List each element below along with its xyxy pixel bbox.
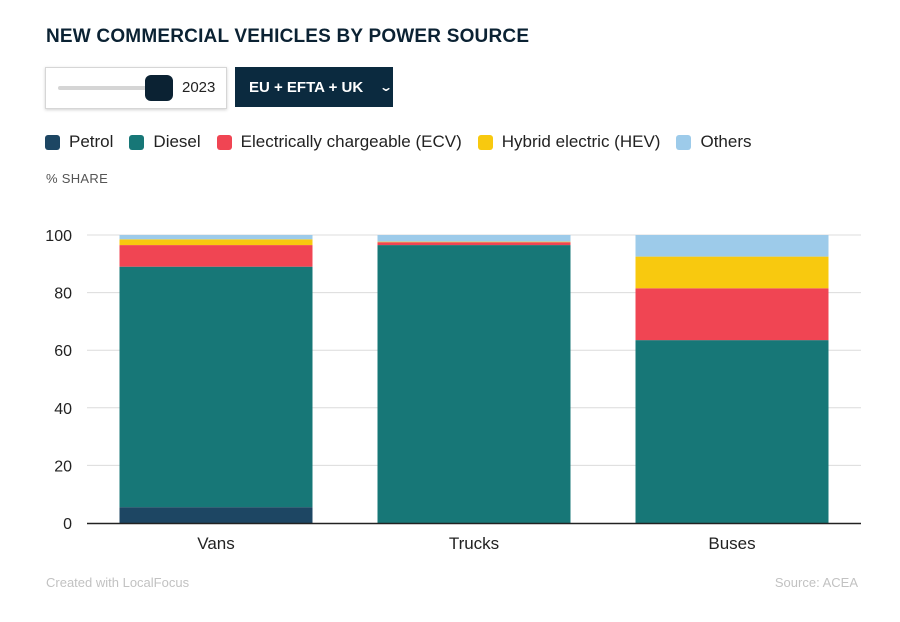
source-text: Source: ACEA bbox=[774, 575, 858, 590]
legend-label: Electrically chargeable (ECV) bbox=[240, 132, 462, 151]
bar-segment[interactable] bbox=[119, 239, 313, 246]
legend-item[interactable]: Petrol bbox=[45, 132, 113, 152]
bar-segment[interactable] bbox=[119, 266, 313, 508]
bar-segment[interactable] bbox=[635, 340, 829, 523]
bar-segment[interactable] bbox=[119, 245, 313, 267]
legend-item[interactable]: Hybrid electric (HEV) bbox=[477, 132, 661, 152]
year-slider[interactable]: 2023 bbox=[45, 67, 227, 109]
legend-item[interactable]: Diesel bbox=[129, 132, 201, 152]
bar-segment[interactable] bbox=[635, 256, 829, 289]
bar-segment[interactable] bbox=[119, 235, 313, 240]
legend-swatch bbox=[477, 134, 493, 150]
legend-label: Diesel bbox=[153, 132, 201, 151]
legend-label: Petrol bbox=[69, 132, 114, 151]
bar-segment[interactable] bbox=[635, 288, 829, 341]
y-tick-label: 100 bbox=[45, 228, 72, 245]
y-tick-label: 60 bbox=[54, 343, 72, 360]
y-tick-label: 20 bbox=[54, 458, 72, 475]
bar-segment[interactable] bbox=[377, 241, 571, 243]
bar-segment[interactable] bbox=[377, 245, 571, 523]
region-dropdown[interactable]: EU + EFTA + UK ⌄ bbox=[235, 67, 393, 107]
legend-swatch bbox=[676, 134, 692, 150]
unit-label: % SHARE bbox=[46, 171, 109, 186]
x-tick-label: Trucks bbox=[449, 534, 499, 553]
region-label: EU + EFTA + UK bbox=[249, 78, 364, 96]
bar-segment[interactable] bbox=[635, 235, 829, 257]
credit-text: Created with LocalFocus bbox=[46, 575, 190, 590]
legend-swatch bbox=[45, 134, 60, 150]
legend: Petrol Diesel Electrically chargeable (ECV… bbox=[45, 132, 752, 152]
bar-segment[interactable] bbox=[377, 242, 571, 246]
slider-handle[interactable] bbox=[145, 75, 173, 101]
legend-label: Hybrid electric (HEV) bbox=[501, 132, 661, 151]
x-tick-label: Buses bbox=[708, 534, 755, 553]
year-value: 2023 bbox=[182, 79, 216, 96]
chevron-down-icon: ⌄ bbox=[379, 80, 394, 94]
bar-segment[interactable] bbox=[119, 507, 313, 523]
y-tick-label: 0 bbox=[63, 516, 72, 533]
y-tick-label: 80 bbox=[54, 286, 72, 303]
bar-segment[interactable] bbox=[377, 235, 571, 242]
slider-track[interactable] bbox=[58, 86, 158, 90]
legend-swatch bbox=[216, 134, 232, 150]
x-tick-label: Vans bbox=[197, 534, 235, 553]
y-tick-label: 40 bbox=[54, 401, 72, 418]
legend-swatch bbox=[129, 134, 145, 150]
controls: 2023 EU + EFTA + UK ⌄ bbox=[45, 67, 393, 109]
chart-title: NEW COMMERCIAL VEHICLES BY POWER SOURCE bbox=[46, 26, 530, 47]
legend-label: Others bbox=[700, 132, 752, 151]
legend-item[interactable]: Electrically chargeable (ECV) bbox=[216, 132, 462, 152]
legend-item[interactable]: Others bbox=[676, 132, 752, 152]
